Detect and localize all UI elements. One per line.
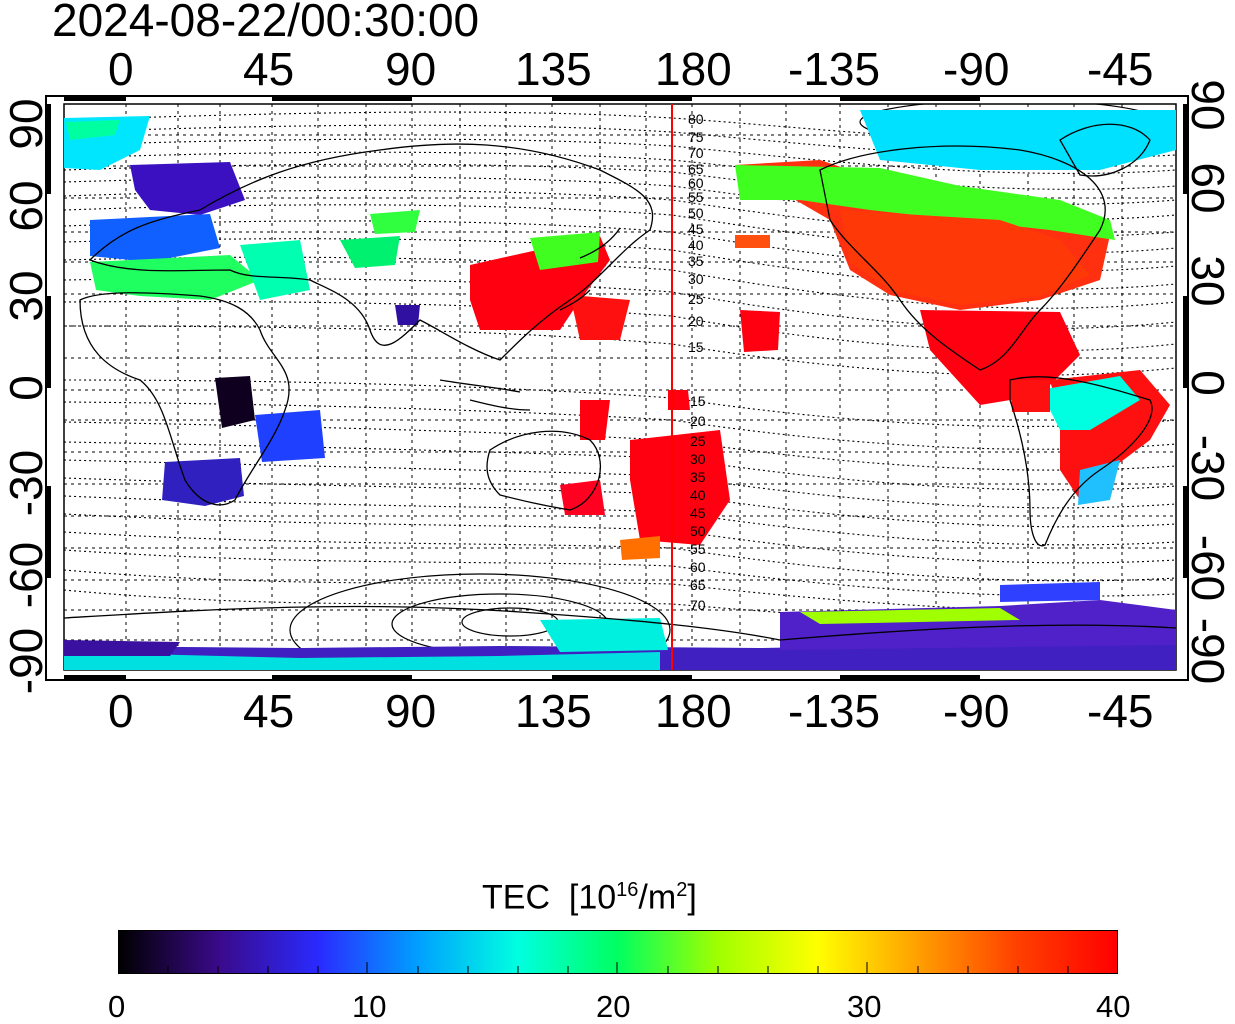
- tec-data-patches: [64, 110, 1176, 670]
- contour-label: 20: [690, 413, 706, 429]
- contour-label: 70: [688, 145, 704, 161]
- colorbar-unit-prefix: [10: [568, 878, 617, 917]
- timestamp: 2024-08-22/00:30:00: [52, 0, 480, 46]
- contour-label: 40: [688, 237, 704, 253]
- x-tick-bottom-180: 180: [655, 685, 732, 737]
- contour-label: 20: [688, 313, 704, 329]
- contour-label: 35: [690, 469, 706, 485]
- x-tick-top-180: 180: [655, 43, 732, 95]
- contour-label: 75: [688, 129, 704, 145]
- colorbar-tick-0: 0: [108, 989, 126, 1024]
- contour-labels-north: 80 75 70 65 60 55 50 45 40 35 30 25 20 1…: [688, 111, 704, 355]
- colorbar-tick-30: 30: [847, 989, 882, 1024]
- x-tick-top-m135: -135: [788, 43, 881, 95]
- x-tick-top-90: 90: [385, 43, 437, 95]
- colorbar-title: TEC [1016/m2]: [482, 870, 697, 917]
- contour-label: 50: [690, 523, 706, 539]
- contour-label: 25: [690, 433, 706, 449]
- colorbar-unit-exp: 16: [616, 879, 639, 901]
- contour-label: 50: [688, 205, 704, 221]
- x-tick-bottom-0: 0: [108, 685, 134, 737]
- border-scale-bars: [46, 96, 1188, 680]
- contour-label: 30: [688, 271, 704, 287]
- contour-label: 45: [690, 505, 706, 521]
- colorbar-tick-40: 40: [1096, 989, 1131, 1024]
- contour-labels-south: 15 20 25 30 35 40 45 50 55 60 65 70: [690, 393, 706, 613]
- x-tick-bottom-45: 45: [243, 685, 295, 737]
- contour-label: 60: [690, 559, 706, 575]
- contour-label: 35: [688, 253, 704, 269]
- coastlines: [64, 123, 1176, 641]
- contour-label: 30: [690, 451, 706, 467]
- colorbar-ticks: [167, 962, 1069, 973]
- colorbar-title-text: TEC: [482, 878, 550, 917]
- contour-label: 40: [690, 487, 706, 503]
- contour-label: 65: [690, 577, 706, 593]
- contour-label: 65: [688, 161, 704, 177]
- x-tick-bottom-90: 90: [385, 685, 437, 737]
- tec-map: 80 75 70 65 60 55 50 45 40 35 30 25 20 1…: [45, 95, 1189, 681]
- x-tick-bottom-135: 135: [515, 685, 592, 737]
- x-tick-bottom-m135: -135: [788, 685, 881, 737]
- colorbar-unit-mid: /m: [638, 878, 677, 917]
- x-tick-bottom-m45: -45: [1087, 685, 1154, 737]
- contour-label: 55: [688, 189, 704, 205]
- x-tick-top-135: 135: [515, 43, 592, 95]
- contour-label: 60: [688, 175, 704, 191]
- x-tick-top-0: 0: [108, 43, 134, 95]
- colorbar-tick-10: 10: [352, 989, 387, 1024]
- colorbar-gradient: [118, 930, 1118, 974]
- contour-label: 25: [688, 291, 704, 307]
- contour-label: 55: [690, 541, 706, 557]
- colorbar-tick-20: 20: [596, 989, 631, 1024]
- contour-label: 15: [688, 339, 704, 355]
- x-tick-top-m90: -90: [943, 43, 1010, 95]
- contour-label: 70: [690, 597, 706, 613]
- x-tick-top-45: 45: [243, 43, 295, 95]
- colorbar-unit-sq: 2: [676, 879, 688, 901]
- contour-label: 15: [690, 393, 706, 409]
- contour-label: 45: [688, 221, 704, 237]
- colorbar-unit-suffix: ]: [687, 878, 697, 917]
- contour-label: 80: [688, 111, 704, 127]
- x-tick-bottom-m90: -90: [943, 685, 1010, 737]
- x-tick-top-m45: -45: [1087, 43, 1154, 95]
